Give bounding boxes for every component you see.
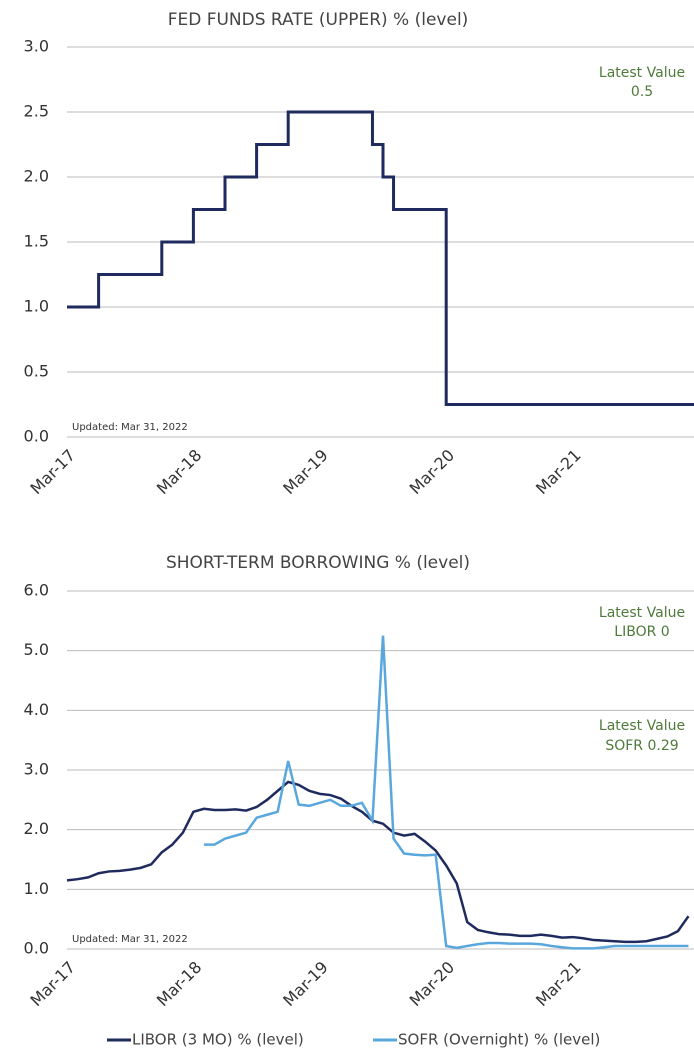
- x-tick-label: Mar-20: [406, 446, 459, 499]
- data-line: [67, 110, 694, 406]
- y-tick-label: 1.5: [24, 232, 49, 251]
- y-tick-label: 0.0: [24, 427, 49, 446]
- annotation: Latest Value: [599, 718, 685, 734]
- updated-note: Updated: Mar 31, 2022: [72, 934, 188, 945]
- x-tick-label: Mar-18: [153, 446, 206, 499]
- y-tick-label: 2.5: [24, 102, 49, 121]
- y-tick-label: 0.5: [24, 362, 49, 381]
- y-tick-label: 4.0: [24, 700, 49, 719]
- y-tick-label: 2.0: [24, 819, 49, 838]
- x-tick-label: Mar-18: [153, 958, 206, 1011]
- annotation: SOFR 0.29: [605, 738, 678, 754]
- legend-label: SOFR (Overnight) % (level): [398, 1031, 600, 1049]
- x-tick-label: Mar-21: [532, 446, 585, 499]
- annotation: Latest Value: [599, 605, 685, 621]
- chart-title: FED FUNDS RATE (UPPER) % (level): [168, 10, 469, 30]
- x-tick-label: Mar-17: [26, 958, 79, 1011]
- y-tick-label: 0.0: [24, 939, 49, 958]
- y-tick-label: 3.0: [24, 37, 49, 56]
- chart-title: SHORT-TERM BORROWING % (level): [166, 553, 470, 573]
- x-tick-label: Mar-19: [279, 958, 332, 1011]
- x-tick-label: Mar-17: [26, 446, 79, 499]
- data-line: [66, 780, 690, 944]
- x-tick-label: Mar-21: [532, 958, 585, 1011]
- y-tick-label: 2.0: [24, 167, 49, 186]
- legend-label: LIBOR (3 MO) % (level): [132, 1031, 304, 1049]
- annotation: Latest Value: [599, 65, 685, 81]
- annotation: 0.5: [631, 84, 653, 100]
- annotation: LIBOR 0: [614, 624, 669, 640]
- y-tick-label: 3.0: [24, 760, 49, 779]
- y-tick-label: 1.0: [24, 879, 49, 898]
- data-line: [203, 635, 689, 950]
- x-tick-label: Mar-19: [279, 446, 332, 499]
- x-tick-label: Mar-20: [406, 958, 459, 1011]
- updated-note: Updated: Mar 31, 2022: [72, 422, 188, 433]
- y-tick-label: 6.0: [24, 581, 49, 600]
- y-tick-label: 1.0: [24, 297, 49, 316]
- y-tick-label: 5.0: [24, 640, 49, 659]
